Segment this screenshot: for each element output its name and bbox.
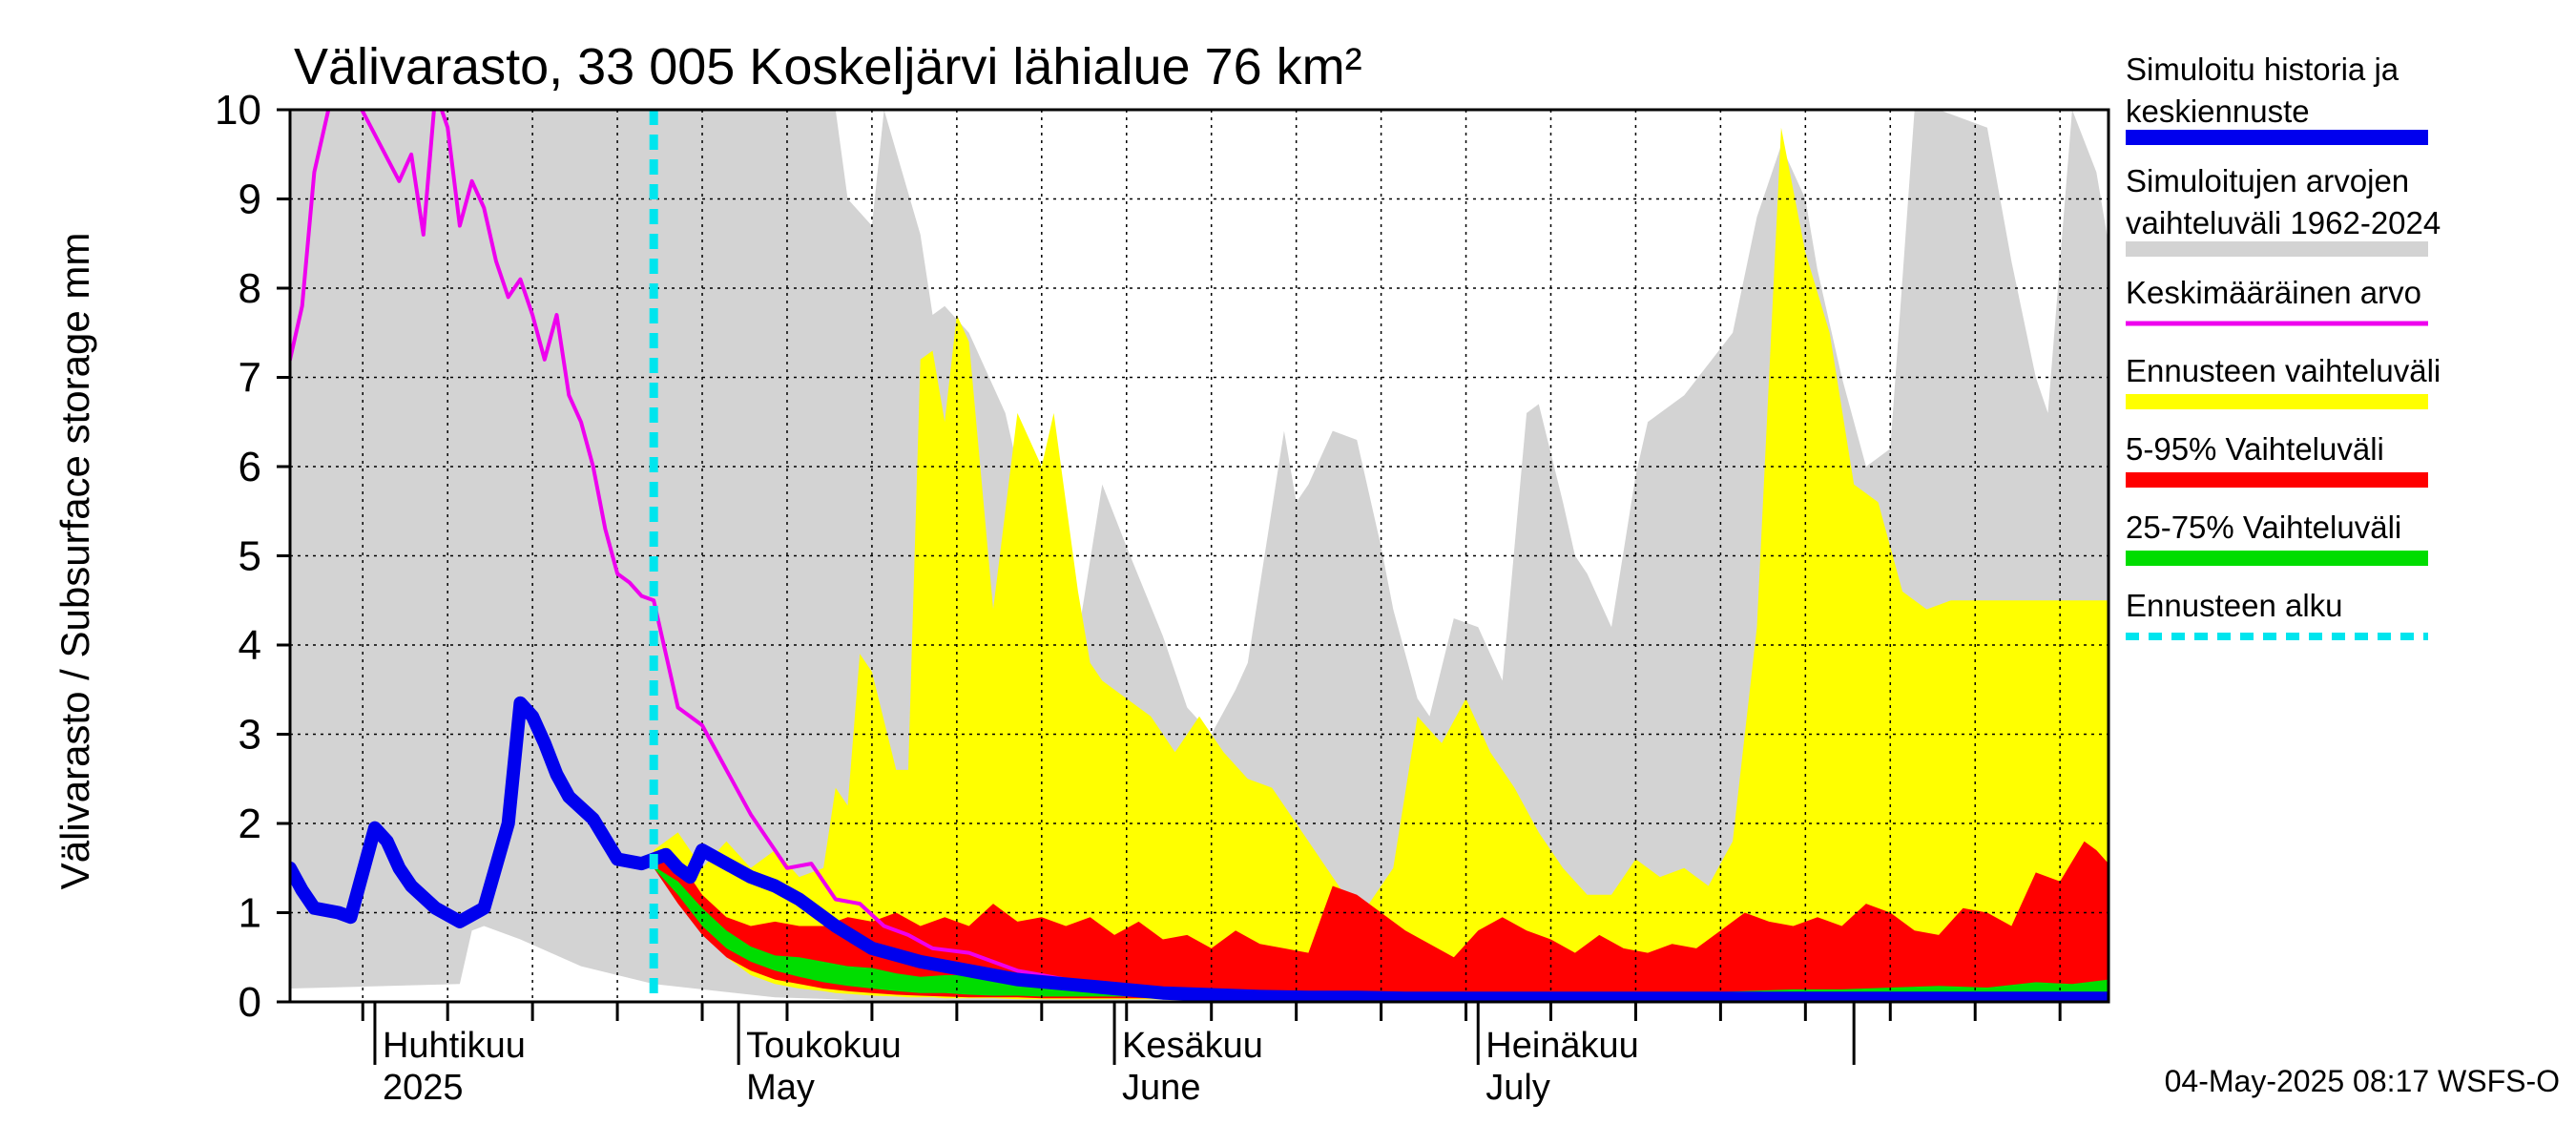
legend-label: Ennusteen alku [2126,588,2343,623]
month-label-fi: Toukokuu [746,1026,902,1066]
legend-label: Keskimääräinen arvo [2126,275,2421,310]
legend-label: Ennusteen vaihteluväli [2126,353,2441,388]
month-label-fi: Heinäkuu [1485,1026,1639,1066]
month-label-fi: Huhtikuu [383,1026,526,1066]
footer-timestamp: 04-May-2025 08:17 WSFS-O [2165,1064,2560,1098]
legend-label: 25-75% Vaihteluväli [2126,510,2401,545]
legend-label: Simuloitujen arvojen [2126,163,2409,198]
month-label-en: May [746,1068,815,1108]
axes [277,108,2110,1065]
legend-label: Simuloitu historia ja [2126,52,2399,87]
legend-label: 5-95% Vaihteluväli [2126,431,2384,467]
y-tick-label: 2 [239,801,261,847]
y-tick-label: 1 [239,890,261,937]
y-axis-label: Välivarasto / Subsurface storage mm [52,233,97,890]
band-1 [654,127,2109,1000]
y-tick-label: 4 [239,622,261,669]
series-lines [290,110,2109,1002]
line-simulated-history [290,696,2109,1002]
y-tick-label: 6 [239,444,261,490]
y-tick-label: 5 [239,533,261,580]
legend-label: keskiennuste [2126,94,2310,129]
y-tick-label: 8 [239,265,261,312]
month-label-fi: Kesäkuu [1122,1026,1263,1066]
chart-title: Välivarasto, 33 005 Koskeljärvi lähialue… [294,38,1362,95]
legend: Simuloitu historia ja keskiennuste Simuloi… [2126,52,2441,640]
month-label-en: July [1485,1068,1550,1108]
y-tick-label: 7 [239,355,261,402]
legend-label: vaihteluväli 1962-2024 [2126,205,2441,240]
y-tick-label: 9 [239,177,261,223]
month-label-en: June [1122,1068,1200,1108]
y-tick-label: 10 [215,87,261,134]
y-tick-label: 3 [239,712,261,759]
y-tick-label: 0 [239,979,261,1026]
band-0 [290,110,2109,1002]
month-label-en: 2025 [383,1068,464,1108]
